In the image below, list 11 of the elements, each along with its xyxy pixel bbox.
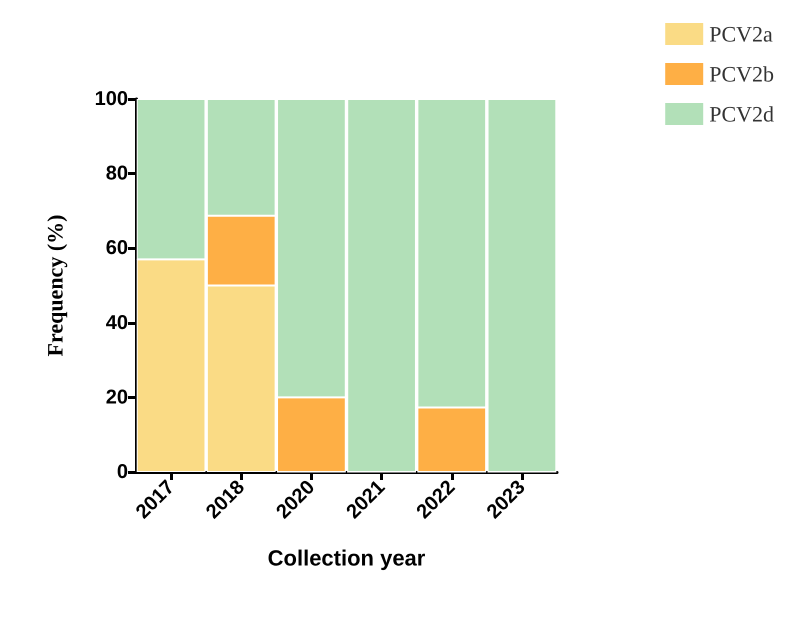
legend-label: PCV2b	[709, 62, 774, 86]
y-tick-label: 20	[106, 386, 128, 408]
legend-label: PCV2a	[709, 22, 773, 46]
y-axis-title: Frequency (%)	[42, 214, 68, 356]
y-tick-label: 0	[116, 461, 128, 483]
y-tick-label: 40	[106, 312, 128, 334]
x-axis-title: Collection year	[268, 546, 426, 570]
y-tick-label: 80	[106, 162, 128, 185]
y-tick-label: 100	[94, 88, 128, 110]
y-tick-label: 60	[106, 237, 128, 260]
legend-label: PCV2d	[709, 102, 774, 126]
